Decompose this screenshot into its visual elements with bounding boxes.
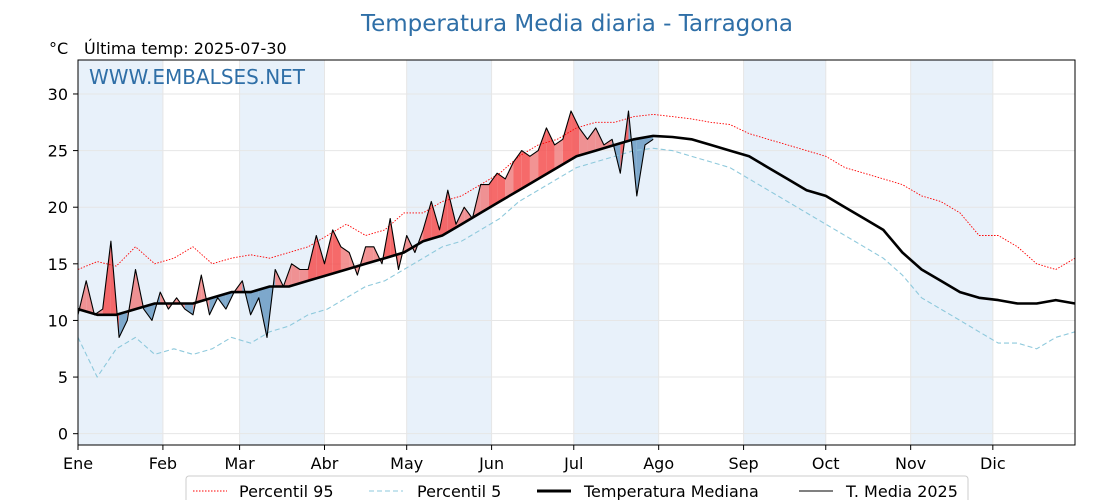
x-axis-ticks: Ene Feb Mar Abr May Jun Jul Ago Sep Oct Nov Dic <box>63 445 1006 473</box>
fill-above-median <box>595 127 604 151</box>
x-tick-label: Oct <box>812 454 840 473</box>
y-tick-label: 10 <box>48 311 68 330</box>
series-line-current <box>77 110 654 338</box>
month-bands <box>78 60 993 445</box>
fill-above-median <box>365 246 374 264</box>
series-lines <box>77 110 1076 378</box>
fill-above-median <box>340 246 350 272</box>
fill-above-median <box>291 263 300 286</box>
y-tick-label: 30 <box>48 85 68 104</box>
unit-label: °C <box>49 39 68 58</box>
fill-above-median <box>529 150 539 184</box>
fill-above-median <box>587 127 596 154</box>
x-tick-label: Mar <box>225 454 256 473</box>
x-tick-label: Ago <box>643 454 674 473</box>
series-line-p95 <box>77 113 1076 270</box>
grid-lines <box>77 60 1075 445</box>
month-band <box>239 60 325 445</box>
fill-above-median <box>332 229 341 274</box>
fill-above-median <box>521 150 530 189</box>
fill-above-median <box>538 127 547 179</box>
legend-label-p95: Percentil 95 <box>239 482 334 500</box>
x-tick-label: Feb <box>149 454 177 473</box>
fill-above-median <box>579 127 588 156</box>
fill-below-median <box>250 289 259 315</box>
y-tick-label: 5 <box>58 368 68 387</box>
fill-above-median <box>505 161 514 199</box>
fill-above-median <box>316 235 325 279</box>
last-temp-label: Última temp: 2025-07-30 <box>84 39 287 58</box>
x-tick-label: Sep <box>729 454 759 473</box>
fill-above-median <box>562 110 572 165</box>
watermark: WWW.EMBALSES.NET <box>89 65 306 89</box>
series-line-p5 <box>77 147 1076 378</box>
series-line-median <box>77 134 1076 317</box>
legend-label-median: Temperatura Mediana <box>583 482 759 500</box>
fill-above-median <box>513 150 522 194</box>
fill-above-median <box>546 127 555 175</box>
fill-above-median <box>571 110 580 160</box>
x-tick-label: May <box>390 454 423 473</box>
fill-below-median <box>217 293 226 310</box>
fill-below-median <box>143 304 152 321</box>
x-tick-label: Jul <box>563 454 583 473</box>
y-tick-label: 15 <box>48 255 68 274</box>
fill-above-median <box>431 201 440 239</box>
legend-label-current: T. Media 2025 <box>845 482 958 500</box>
y-tick-label: 0 <box>58 425 68 444</box>
y-tick-label: 25 <box>48 142 68 161</box>
y-tick-label: 20 <box>48 198 68 217</box>
fill-below-median <box>184 303 194 315</box>
legend-label-p5: Percentil 5 <box>417 482 501 500</box>
y-axis-ticks: 0 5 10 15 20 25 30 <box>48 85 78 444</box>
month-band <box>573 60 659 445</box>
legend: Percentil 95 Percentil 5 Temperatura Med… <box>185 475 969 500</box>
month-band <box>910 60 993 445</box>
plot-frame <box>77 59 1076 446</box>
fill-above-median <box>554 139 563 170</box>
fill-below-median <box>119 311 128 338</box>
fill-above-median <box>308 235 317 281</box>
x-tick-label: Jun <box>478 454 504 473</box>
x-tick-label: Ene <box>63 454 93 473</box>
month-band <box>78 60 163 445</box>
fill-above-median <box>480 184 489 213</box>
month-band <box>743 60 826 445</box>
fill-above-median <box>423 201 432 242</box>
x-tick-label: Abr <box>311 454 339 473</box>
x-tick-label: Nov <box>895 454 926 473</box>
x-tick-label: Dic <box>980 454 1006 473</box>
legend-box <box>185 475 969 500</box>
chart-title: Temperatura Media diaria - Tarragona <box>360 11 793 37</box>
fill-above-median <box>324 229 333 276</box>
fill-above-median <box>497 173 506 204</box>
fill-above-median <box>299 269 309 284</box>
month-band <box>406 60 492 445</box>
